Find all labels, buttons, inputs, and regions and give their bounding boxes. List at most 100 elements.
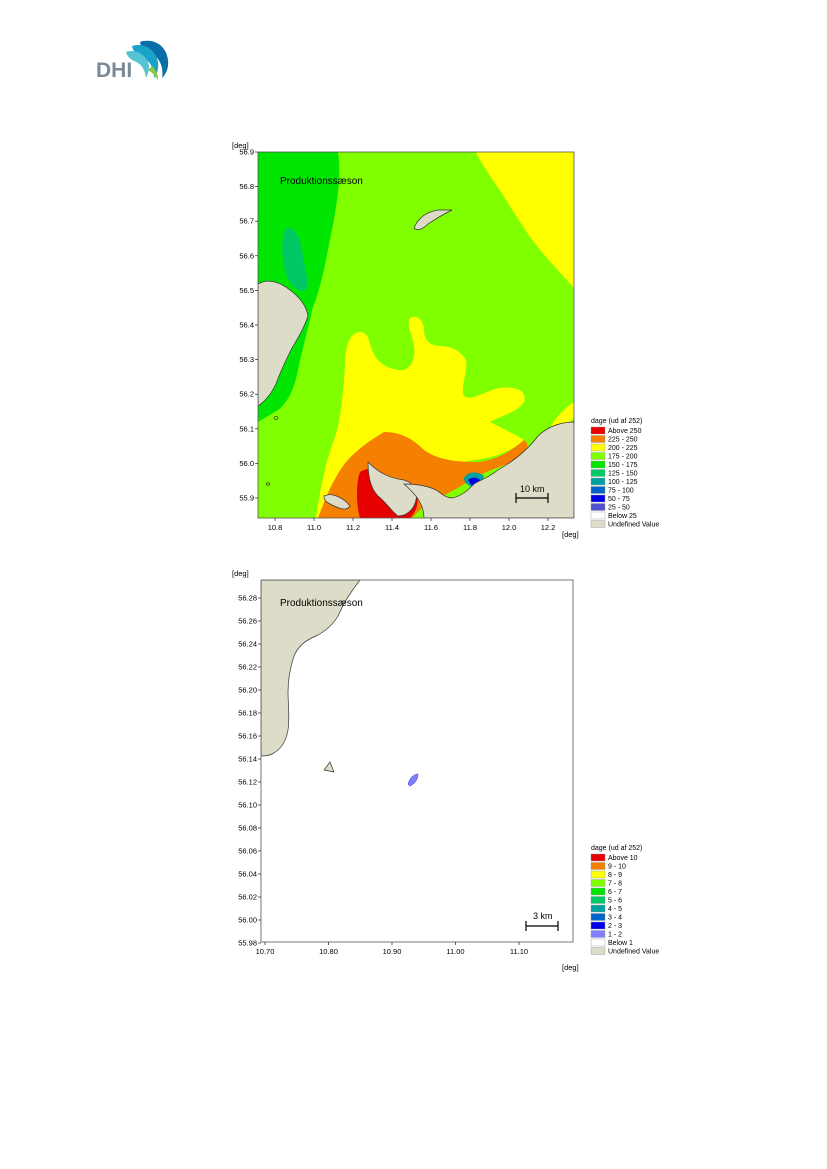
- y-tick-label: 56.08: [238, 824, 257, 833]
- legend-label: Above 10: [608, 855, 638, 862]
- x-unit-label: [deg]: [562, 963, 579, 972]
- x-tick-label: 10.8: [268, 523, 283, 532]
- y-tick-label: 56.5: [239, 286, 254, 295]
- y-unit-label: [deg]: [232, 141, 249, 150]
- legend-label: 6 - 7: [608, 889, 622, 896]
- legend-label: 4 - 5: [608, 906, 622, 913]
- legend-swatch: [590, 921, 606, 930]
- legend: dage (ud af 252) Above 10 9 - 108 - 9 7 - 8…: [590, 845, 659, 956]
- y-tick-label: 56.12: [238, 778, 257, 787]
- y-tick-label: 56.16: [238, 732, 257, 741]
- y-tick-label: 56.0: [239, 459, 254, 468]
- x-tick-label: 10.90: [383, 947, 402, 956]
- y-tick-label: 56.04: [238, 870, 257, 879]
- x-tick-label: 11.8: [463, 523, 477, 532]
- y-axis: 56.9 56.8 56.7 56.6 56.5 56.4 56.3 56.2 56.1 56.0…: [239, 148, 258, 503]
- legend-label: Below 25: [608, 513, 637, 520]
- y-tick-label: 56.20: [238, 686, 257, 695]
- legend-label: 200 - 225: [608, 445, 638, 452]
- legend-label: 225 - 250: [608, 437, 638, 444]
- legend-swatch: [590, 494, 606, 503]
- legend-label: Below 1: [608, 940, 633, 947]
- legend-swatch: [590, 503, 606, 511]
- x-tick-label: 12.2: [541, 523, 556, 532]
- x-tick-label: 11.00: [446, 947, 464, 956]
- legend-label: 1 - 2: [608, 932, 622, 939]
- legend-label: 125 - 150: [608, 471, 638, 478]
- y-tick-label: 56.10: [238, 801, 257, 810]
- contour-field: [261, 580, 573, 942]
- legend-swatch: [590, 870, 606, 879]
- legend-swatch: [590, 435, 606, 443]
- x-tick-label: 11.0: [307, 523, 321, 532]
- map-2: [deg] Produktionssæson 56.2856.2656.2456…: [232, 569, 659, 972]
- legend-swatch: [590, 853, 606, 862]
- legend-title: dage (ud af 252): [591, 418, 642, 425]
- legend-label: 7 - 8: [608, 881, 622, 888]
- legend-label: Undefined Value: [608, 522, 659, 529]
- x-axis: 10.8 11.0 11.2 11.4 11.6 11.8 12.0 12.2: [268, 518, 556, 532]
- legend-swatch: [590, 947, 606, 955]
- map-frame: [257, 151, 575, 519]
- y-tick-label: 55.98: [238, 939, 257, 948]
- map-title: Produktionssæson: [280, 598, 363, 609]
- y-unit-label: [deg]: [232, 569, 249, 578]
- legend-label: 3 - 4: [608, 915, 622, 922]
- y-tick-label: 56.02: [238, 893, 257, 902]
- legend-label: Above 250: [608, 428, 642, 435]
- contour-field: [258, 152, 574, 518]
- y-tick-label: 56.18: [238, 709, 257, 718]
- y-tick-label: 56.6: [239, 251, 254, 260]
- x-axis: 10.70 10.80 10.90 11.00 11.10: [256, 942, 528, 956]
- x-tick-label: 12.0: [502, 523, 517, 532]
- logo-text: DHI: [96, 59, 132, 82]
- y-tick-label: 56.8: [239, 182, 254, 191]
- y-tick-label: 55.9: [239, 494, 254, 503]
- legend-label: 75 - 100: [608, 488, 634, 495]
- legend-swatch: [590, 426, 606, 435]
- legend-label: 2 - 3: [608, 923, 622, 930]
- legend-label: 150 - 175: [608, 462, 638, 469]
- dhi-logo: DHI: [96, 40, 169, 82]
- y-tick-label: 56.22: [238, 663, 257, 672]
- legend-swatch: [590, 938, 606, 947]
- x-tick-label: 11.6: [424, 523, 438, 532]
- map-frame: [260, 579, 574, 943]
- legend-label: 50 - 75: [608, 496, 630, 503]
- legend-label: 9 - 10: [608, 864, 626, 871]
- legend-swatch: [590, 477, 606, 486]
- x-tick-label: 11.10: [510, 947, 528, 956]
- scale-bar: 3 km: [525, 911, 559, 931]
- x-unit-label: [deg]: [562, 530, 579, 539]
- scale-label: 10 km: [520, 484, 545, 494]
- map-1: [deg] Produktionssæson 56.956.856.756.65…: [232, 141, 659, 539]
- y-tick-label: 56.7: [239, 217, 254, 226]
- legend-swatch: [590, 520, 606, 528]
- legend-title: dage (ud af 252): [591, 845, 642, 852]
- y-tick-label: 56.4: [239, 321, 254, 330]
- legend-label: 100 - 125: [608, 479, 638, 486]
- legend-label: 5 - 6: [608, 898, 622, 905]
- y-tick-label: 56.2: [239, 390, 254, 399]
- y-tick-label: 56.9: [239, 148, 254, 157]
- y-tick-label: 56.00: [238, 916, 257, 925]
- legend-swatch: [590, 879, 606, 887]
- legend-swatch: [590, 896, 606, 904]
- legend-swatch: [590, 511, 606, 520]
- y-tick-label: 56.06: [238, 847, 257, 856]
- legend-swatch: [590, 486, 606, 494]
- y-tick-label: 56.24: [238, 640, 257, 649]
- y-tick-label: 56.26: [238, 617, 257, 626]
- legend-swatch: [590, 452, 606, 460]
- legend-swatch: [590, 887, 606, 896]
- scale-label: 3 km: [533, 911, 553, 921]
- legend-swatch: [590, 443, 606, 452]
- legend-swatch: [590, 469, 606, 477]
- legend-swatch: [590, 862, 606, 870]
- y-axis: 56.28 56.26 56.24 56.22 56.20 56.18 56.16 56.14…: [238, 594, 261, 948]
- x-tick-label: 10.80: [319, 947, 338, 956]
- y-tick-label: 56.28: [238, 594, 257, 603]
- y-tick-label: 56.14: [238, 755, 257, 764]
- x-tick-label: 11.4: [385, 523, 399, 532]
